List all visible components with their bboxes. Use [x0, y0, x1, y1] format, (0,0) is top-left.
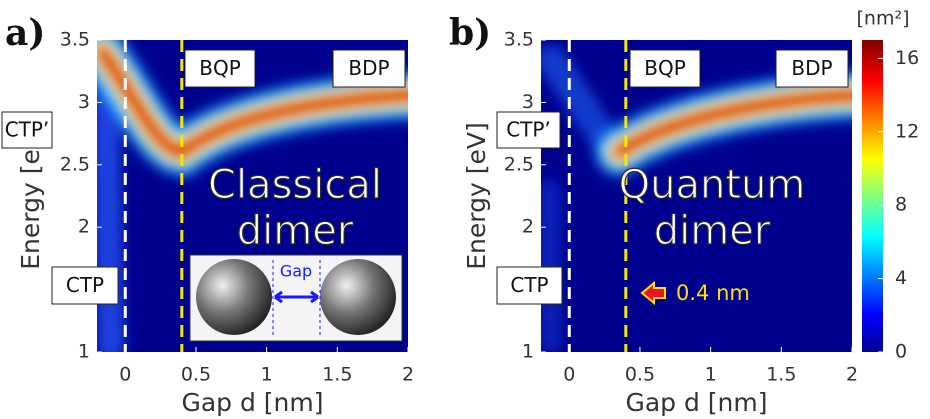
- pointer-arrow: [640, 280, 666, 306]
- x-tick-label: 0: [119, 364, 131, 386]
- overlay-text: dimer: [237, 208, 354, 254]
- panel-label: a): [5, 12, 45, 54]
- overlay-text: Quantum: [619, 162, 806, 208]
- arrow-label: 0.4 nm: [676, 281, 750, 305]
- y-tick-label: 3.5: [504, 29, 534, 51]
- y-tick-label: 2.5: [60, 153, 90, 175]
- heatmap: [541, 40, 852, 352]
- mode-label: CTP: [66, 273, 104, 297]
- x-tick-label: 0: [563, 364, 575, 386]
- mode-box: [496, 266, 563, 305]
- mode-box: [775, 49, 849, 88]
- y-tick-label: 2: [522, 216, 534, 238]
- y-tick-label: 2.5: [504, 153, 534, 175]
- y-tick-label: 3.5: [60, 29, 90, 51]
- panel-label: b): [449, 12, 491, 54]
- mode-box: [51, 266, 119, 305]
- x-tick-label: 2: [846, 364, 858, 386]
- heatmap-field: [97, 40, 408, 352]
- sphere: [196, 259, 272, 335]
- colorbar-tick-label: 16: [895, 47, 919, 69]
- mode-label: CTP’: [5, 118, 50, 142]
- colorbar-tick-label: 4: [895, 267, 907, 289]
- mode-label: BDP: [348, 56, 389, 80]
- x-tick-label: 1.5: [322, 364, 352, 386]
- x-tick-label: 1: [705, 364, 717, 386]
- x-tick-label: 0.5: [181, 364, 211, 386]
- mode-box: [184, 49, 256, 88]
- x-tick-label: 2: [402, 364, 414, 386]
- x-axis-label: Gap d [nm]: [625, 388, 767, 417]
- ctp-glow: [541, 179, 562, 352]
- colorbar-label: [nm²]: [857, 8, 910, 30]
- mode-label: BDP: [791, 56, 832, 80]
- colorbar: [862, 40, 883, 352]
- inset-label: Gap: [280, 262, 312, 281]
- y-tick-label: 1: [522, 341, 534, 363]
- x-axis-label: Gap d [nm]: [181, 388, 323, 417]
- x-tick-label: 1.5: [766, 364, 796, 386]
- overlay-text: Classical: [208, 162, 382, 208]
- mode-box: [1, 111, 53, 149]
- colorbar-tick-label: 0: [895, 341, 907, 363]
- x-tick-label: 0.5: [625, 364, 655, 386]
- sphere: [320, 259, 396, 335]
- resonance-band: [616, 92, 852, 155]
- mode-label: CTP’: [506, 118, 551, 142]
- y-tick-label: 3: [522, 91, 534, 113]
- mode-box: [496, 111, 561, 149]
- y-axis-label: Energy [eV]: [462, 122, 491, 269]
- mode-box: [332, 49, 406, 88]
- gap-arrow: [274, 290, 319, 304]
- mode-box: [629, 49, 701, 88]
- y-tick-label: 2: [78, 216, 90, 238]
- y-tick-label: 3: [78, 91, 90, 113]
- ctp-glow: [97, 66, 125, 352]
- mode-label: BQP: [644, 56, 686, 80]
- y-tick-label: 1: [78, 341, 90, 363]
- mode-label: BQP: [199, 56, 241, 80]
- overlay-text: dimer: [654, 208, 771, 254]
- x-tick-label: 1: [261, 364, 273, 386]
- resonance-band: [99, 49, 408, 156]
- colorbar-tick-label: 8: [895, 194, 907, 216]
- mode-label: CTP: [510, 273, 548, 297]
- heatmap-field: [541, 45, 852, 352]
- colorbar-tick-label: 12: [895, 120, 919, 142]
